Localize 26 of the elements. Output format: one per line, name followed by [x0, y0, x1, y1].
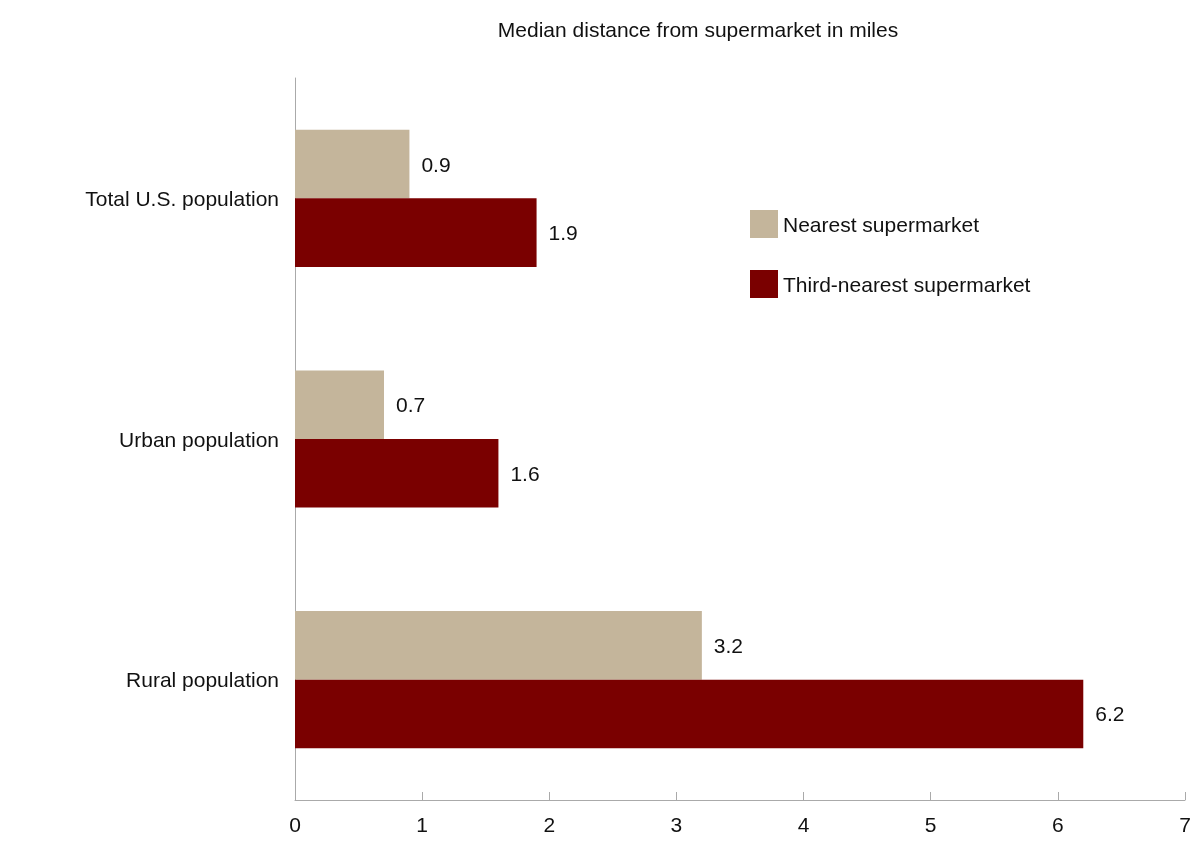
data-label: 0.9	[421, 152, 451, 176]
x-tick-label: 0	[289, 813, 301, 836]
x-tick-label: 7	[1179, 813, 1191, 836]
data-label: 1.6	[510, 461, 540, 485]
bar	[295, 198, 537, 267]
legend-label: Third-nearest supermarket	[783, 272, 1031, 296]
bar	[295, 439, 499, 508]
x-tick-label: 4	[797, 813, 810, 836]
bar	[295, 679, 1084, 749]
data-label: 3.2	[713, 633, 744, 657]
y-tick-label: Total U.S. population	[85, 186, 279, 210]
y-tick-label: Rural population	[126, 668, 279, 692]
data-label: 1.9	[548, 221, 578, 245]
bar	[295, 611, 702, 680]
bar	[295, 370, 384, 439]
x-tick-label: 3	[670, 813, 683, 836]
x-tick-label: 6	[1052, 813, 1064, 836]
x-tick-label: 2	[543, 813, 556, 836]
y-tick-label: Urban population	[119, 427, 279, 451]
chart-title: Median distance from supermarket in miles	[497, 18, 899, 41]
data-label: 6.2	[1095, 702, 1125, 726]
bar	[295, 129, 410, 199]
x-tick-label: 1	[416, 813, 428, 836]
x-tick-label: 5	[924, 813, 937, 836]
legend-label: Nearest supermarket	[783, 212, 980, 236]
data-label: 0.7	[396, 393, 426, 417]
